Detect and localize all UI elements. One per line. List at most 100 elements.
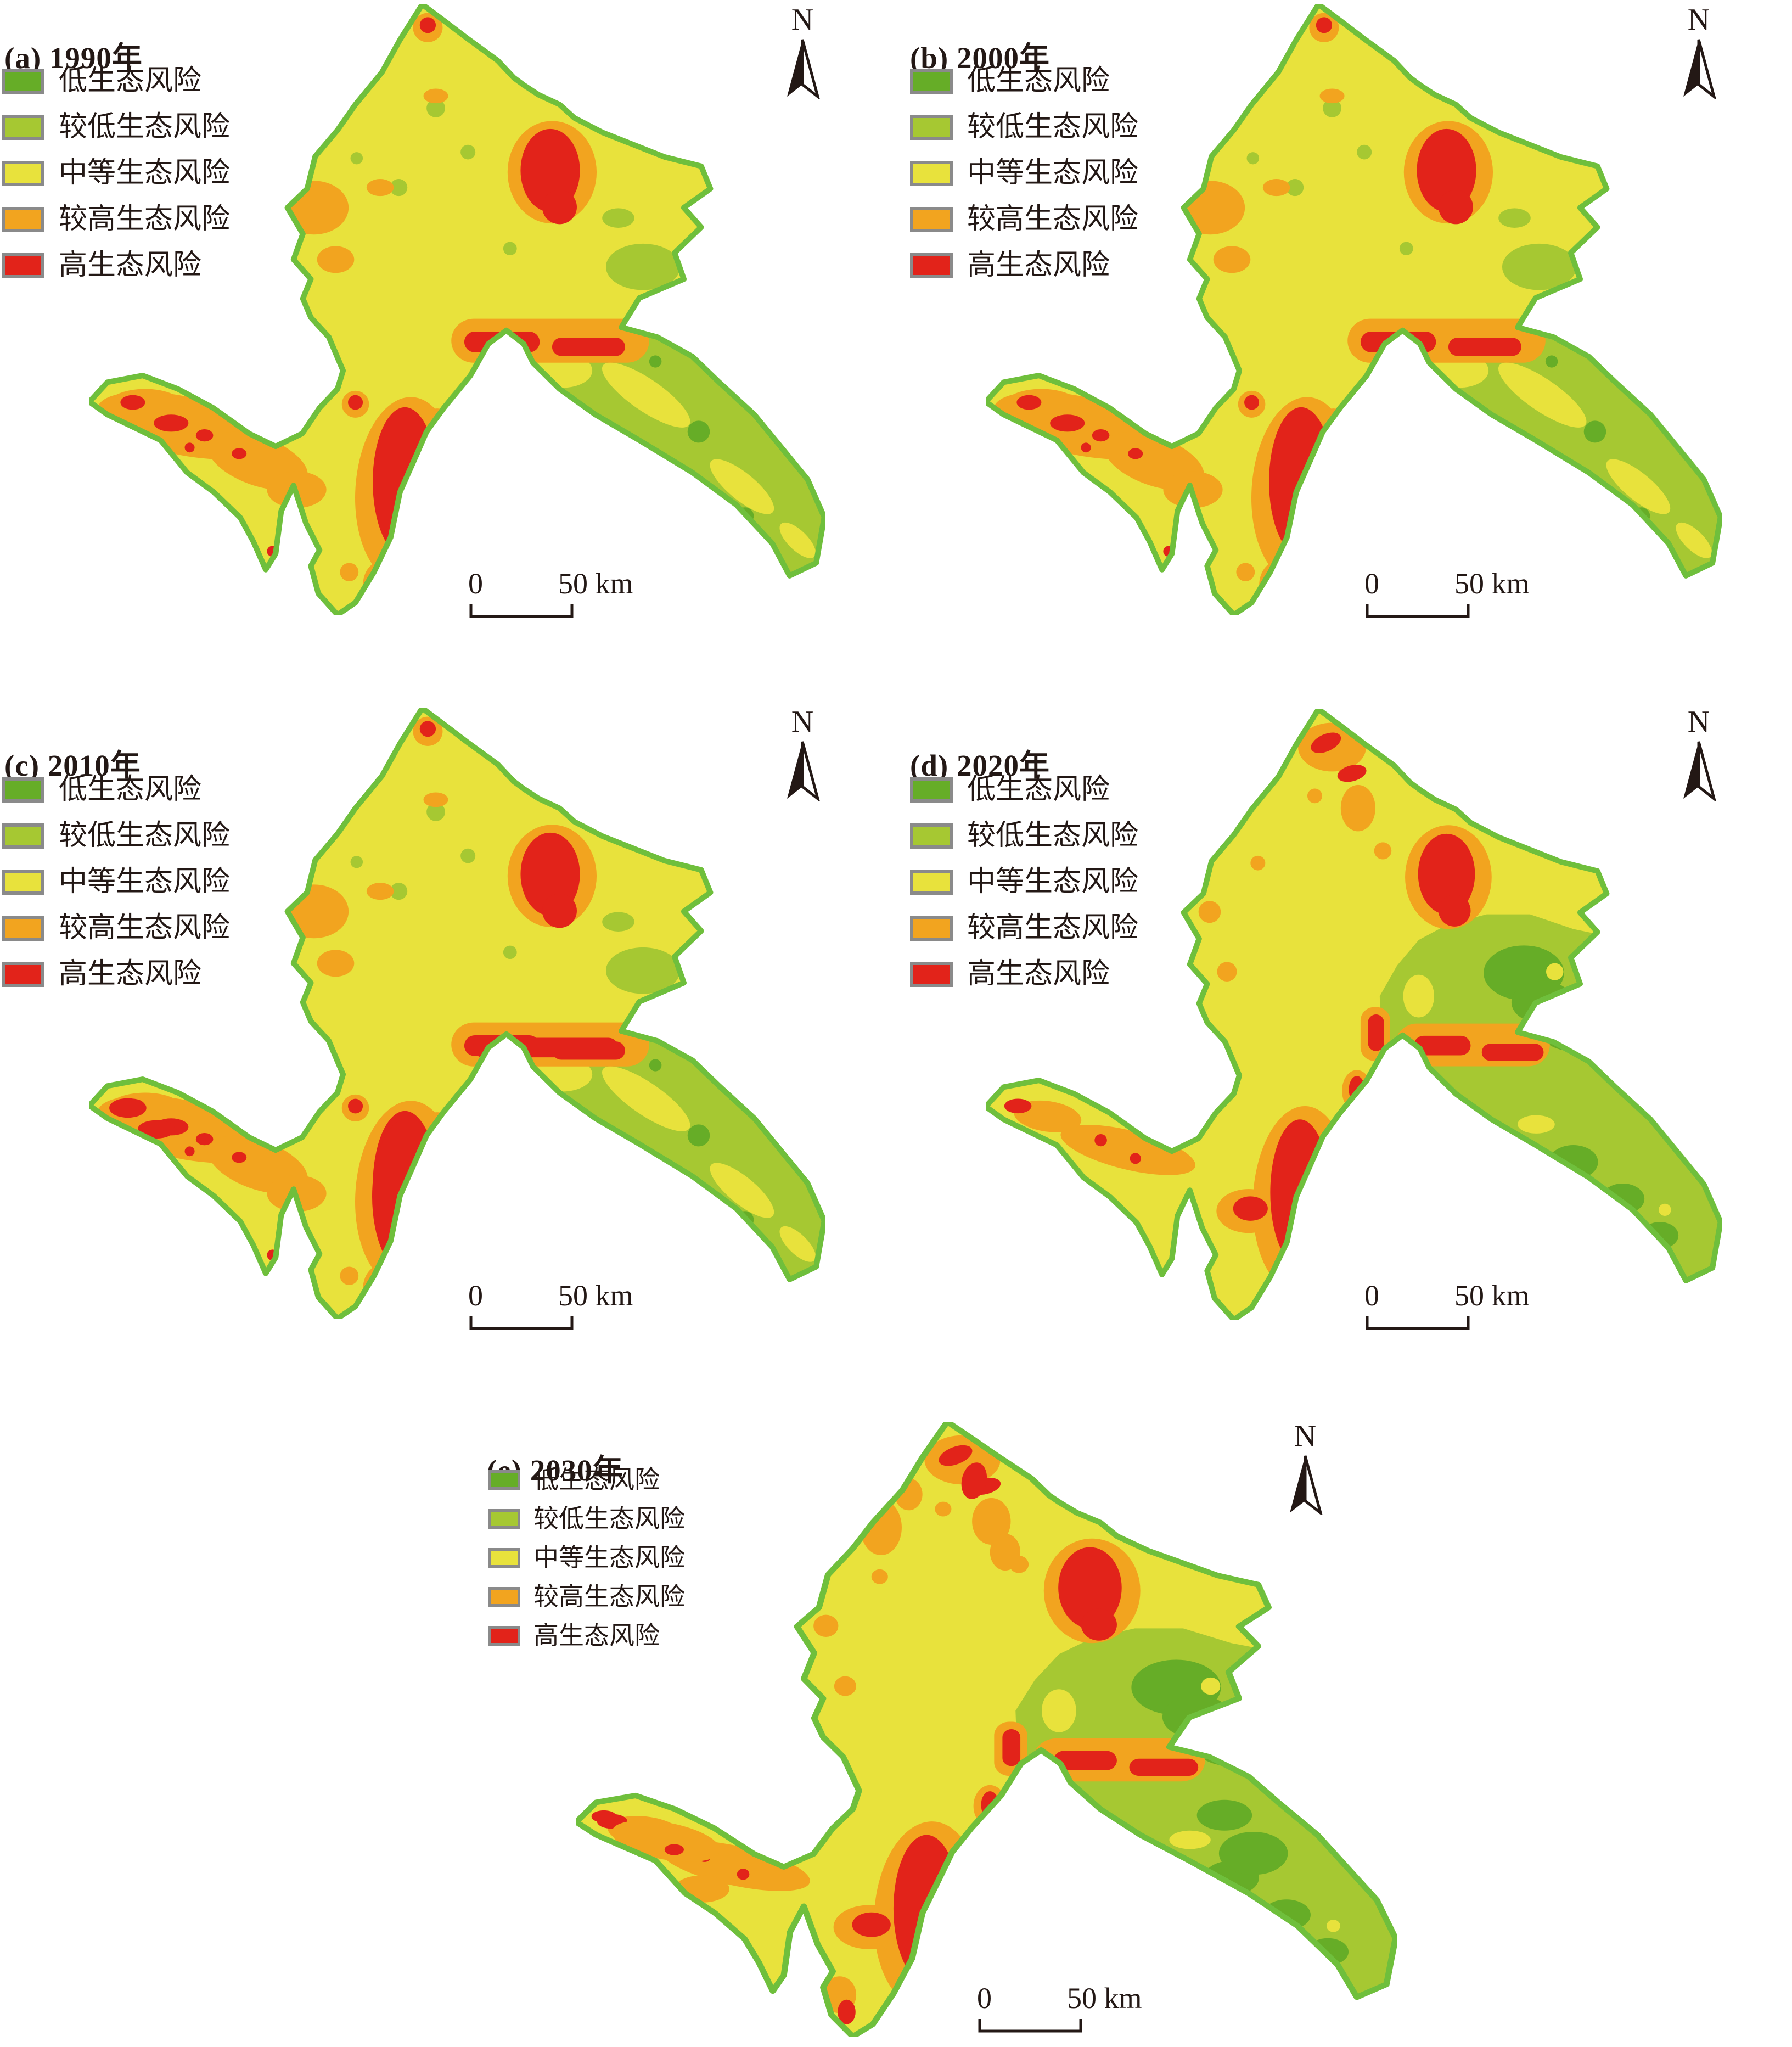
low-risk-swatch	[910, 69, 953, 94]
scale-bar: 0 50 km	[973, 1981, 1170, 2047]
legend: 低生态风险 较低生态风险 中等生态风险 较高生态风险 高生态风险	[910, 776, 1139, 1008]
scale-bracket-icon	[469, 604, 575, 619]
high-risk-swatch	[910, 962, 953, 987]
north-label: N	[791, 705, 814, 739]
legend: 低生态风险 较低生态风险 中等生态风险 较高生态风险 高生态风险	[2, 65, 231, 300]
legend-label: 较低生态风险	[967, 111, 1139, 143]
scale-bracket-icon	[469, 1316, 575, 1331]
legend-item: 中等生态风险	[910, 158, 1139, 189]
north-label: N	[1687, 705, 1710, 739]
legend-label: 中等生态风险	[533, 1544, 685, 1572]
legend-item: 较高生态风险	[910, 914, 1138, 943]
legend-label: 中等生态风险	[59, 866, 231, 898]
higher-risk-swatch	[2, 916, 44, 941]
scale-zero: 0	[468, 567, 483, 600]
scale-distance: 50 km	[558, 567, 633, 600]
legend-item: 中等生态风险	[2, 159, 230, 188]
low-risk-swatch	[910, 777, 953, 803]
lower-risk-swatch	[910, 115, 953, 140]
lower-risk-swatch	[488, 1509, 520, 1529]
legend-item: 较低生态风险	[2, 822, 230, 850]
low-risk-swatch	[2, 777, 44, 803]
scale-bar: 0 50 km	[464, 1278, 661, 1344]
medium-risk-swatch	[910, 870, 953, 895]
scale-zero: 0	[977, 1982, 992, 2015]
legend-label: 低生态风险	[59, 774, 202, 805]
panel-1990: (a) 1990年 低生态风险 较低生态风险 中等生态风险 较高生态风险 高生态…	[0, 0, 896, 686]
legend-item: 高生态风险	[488, 1622, 685, 1650]
panel-2030: (e) 2030年 低生态风险 较低生态风险 中等生态风险 较高生态风险 高生态…	[467, 1405, 1792, 2043]
legend-item: 高生态风险	[2, 250, 230, 281]
scale-zero: 0	[468, 1279, 483, 1312]
legend-label: 较低生态风险	[59, 111, 231, 143]
scale-distance: 50 km	[1454, 567, 1530, 600]
higher-risk-swatch	[910, 916, 953, 941]
legend-label: 低生态风险	[59, 65, 202, 97]
legend-label: 中等生态风险	[967, 866, 1139, 898]
legend-label: 中等生态风险	[967, 158, 1139, 189]
north-arrow: N	[780, 706, 824, 801]
higher-risk-swatch	[2, 207, 44, 232]
north-label: N	[1687, 3, 1710, 37]
legend-item: 低生态风险	[488, 1466, 685, 1494]
north-arrow-icon	[1681, 741, 1716, 801]
scale-distance: 50 km	[1067, 1982, 1142, 2015]
scale-distance: 50 km	[1454, 1279, 1530, 1312]
legend: 低生态风险 较低生态风险 中等生态风险 较高生态风险 高生态风险	[2, 774, 231, 1008]
legend-label: 较低生态风险	[533, 1505, 685, 1533]
legend-label: 高生态风险	[967, 250, 1110, 281]
scale-bar: 0 50 km	[1360, 1278, 1558, 1344]
legend-item: 低生态风险	[2, 65, 230, 97]
high-risk-swatch	[910, 253, 953, 278]
legend-item: 低生态风险	[910, 776, 1138, 804]
legend-item: 高生态风险	[910, 250, 1138, 281]
north-arrow-icon	[1681, 38, 1716, 99]
legend-label: 较高生态风险	[59, 912, 231, 944]
legend-item: 较低生态风险	[2, 111, 231, 143]
panel-title: (d) 2020年	[910, 748, 1050, 782]
legend-label: 较高生态风险	[533, 1583, 685, 1611]
medium-risk-swatch	[488, 1548, 520, 1568]
north-arrow: N	[1677, 4, 1721, 99]
scale-distance: 50 km	[558, 1279, 633, 1312]
lower-risk-swatch	[2, 115, 44, 140]
medium-risk-swatch	[2, 870, 44, 895]
lower-risk-swatch	[2, 823, 44, 849]
low-risk-swatch	[488, 1470, 520, 1490]
legend-label: 较高生态风险	[967, 204, 1139, 235]
scale-bracket-icon	[1366, 604, 1471, 619]
legend-item: 较高生态风险	[488, 1583, 685, 1611]
north-arrow: N	[1677, 706, 1721, 801]
high-risk-swatch	[2, 253, 44, 278]
panel-2000: (b) 2000年 低生态风险 较低生态风险 中等生态风险 较高生态风险 高生态…	[896, 0, 1792, 686]
legend-item: 较低生态风险	[910, 111, 1139, 143]
legend-label: 较高生态风险	[59, 204, 231, 235]
scale-bracket-icon	[978, 2018, 1083, 2034]
legend: 低生态风险 较低生态风险 中等生态风险 较高生态风险 高生态风险	[488, 1466, 685, 1665]
legend-item: 低生态风险	[2, 774, 230, 805]
high-risk-swatch	[488, 1626, 520, 1646]
legend-item: 中等生态风险	[910, 866, 1139, 898]
scale-bracket-icon	[1366, 1316, 1471, 1331]
low-risk-swatch	[2, 69, 44, 94]
north-arrow-icon	[785, 741, 820, 801]
legend-label: 高生态风险	[59, 958, 202, 990]
legend-label: 高生态风险	[967, 958, 1110, 990]
north-label: N	[791, 3, 814, 37]
legend-label: 低生态风险	[533, 1466, 660, 1494]
risk-map-2030	[576, 1422, 1397, 2037]
scale-zero: 0	[1364, 1279, 1379, 1312]
medium-risk-swatch	[910, 161, 953, 186]
north-arrow-icon	[1288, 1455, 1323, 1515]
scale-zero: 0	[1364, 567, 1379, 600]
legend-label: 较低生态风险	[967, 820, 1139, 851]
legend-label: 高生态风险	[59, 250, 202, 281]
legend-item: 较高生态风险	[2, 204, 231, 235]
legend-item: 较高生态风险	[910, 204, 1139, 235]
high-risk-swatch	[2, 962, 44, 987]
legend-label: 低生态风险	[967, 65, 1110, 97]
legend-label: 高生态风险	[533, 1622, 660, 1650]
legend-item: 较高生态风险	[2, 912, 231, 944]
panel-2020: (d) 2020年 低生态风险 较低生态风险 中等生态风险 较高生态风险 高生态…	[896, 701, 1792, 1387]
